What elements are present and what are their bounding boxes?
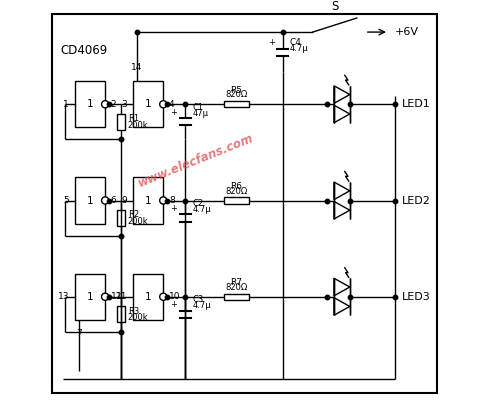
Text: R1: R1	[127, 114, 139, 123]
Text: +6V: +6V	[394, 27, 418, 37]
Text: 1: 1	[144, 99, 151, 109]
Text: 1: 1	[63, 100, 69, 109]
Text: C3: C3	[192, 296, 203, 304]
Bar	[224, 294, 248, 300]
Text: R5: R5	[230, 86, 242, 95]
Bar	[133, 81, 163, 128]
Text: R6: R6	[230, 182, 242, 191]
Text: 10: 10	[168, 292, 180, 301]
Text: 13: 13	[58, 292, 69, 301]
Text: 1: 1	[87, 292, 93, 302]
Text: LED2: LED2	[401, 196, 430, 205]
Circle shape	[102, 293, 108, 300]
Text: +: +	[170, 108, 177, 117]
Circle shape	[102, 101, 108, 108]
Text: C1: C1	[192, 103, 203, 112]
Bar	[75, 273, 105, 320]
Circle shape	[160, 101, 166, 108]
Text: 6: 6	[111, 196, 116, 205]
Text: 200k: 200k	[127, 121, 148, 130]
Text: +: +	[170, 204, 177, 213]
Text: 9: 9	[121, 196, 127, 205]
Text: +: +	[170, 300, 177, 310]
Text: 2: 2	[111, 100, 116, 109]
Text: 4.7μ: 4.7μ	[192, 301, 211, 310]
Bar	[224, 101, 248, 107]
Circle shape	[160, 293, 166, 300]
Text: 7: 7	[76, 329, 82, 338]
Text: +: +	[267, 38, 274, 47]
Text: 47μ: 47μ	[192, 109, 208, 117]
Text: 12: 12	[111, 292, 122, 301]
Text: 5: 5	[63, 196, 69, 205]
Bar	[117, 306, 124, 322]
Text: 200k: 200k	[127, 313, 148, 322]
Text: 3: 3	[121, 100, 127, 109]
Text: LED1: LED1	[401, 99, 430, 109]
Text: www.elecfans.com: www.elecfans.com	[136, 131, 256, 190]
Text: 4.7μ: 4.7μ	[192, 205, 211, 214]
Text: 4: 4	[168, 100, 174, 109]
Text: LED3: LED3	[401, 292, 430, 302]
Text: 1: 1	[87, 196, 93, 205]
Circle shape	[160, 197, 166, 204]
Text: C2: C2	[192, 199, 203, 208]
Bar	[224, 197, 248, 204]
Text: 4.7μ: 4.7μ	[289, 45, 308, 53]
Text: 200k: 200k	[127, 217, 148, 226]
Text: 820Ω: 820Ω	[225, 283, 247, 292]
Text: 820Ω: 820Ω	[225, 91, 247, 99]
Text: 1: 1	[144, 196, 151, 205]
Text: 820Ω: 820Ω	[225, 187, 247, 196]
Text: 14: 14	[130, 63, 142, 72]
Text: R7: R7	[230, 278, 242, 287]
Text: 8: 8	[168, 196, 174, 205]
Bar	[133, 273, 163, 320]
Text: R3: R3	[127, 307, 139, 316]
Bar	[117, 210, 124, 226]
Text: 11: 11	[116, 292, 127, 301]
Bar	[75, 81, 105, 128]
Text: R2: R2	[127, 211, 139, 219]
Text: C4: C4	[289, 38, 301, 47]
Bar	[117, 114, 124, 130]
Text: 1: 1	[87, 99, 93, 109]
Bar	[133, 177, 163, 224]
Bar	[75, 177, 105, 224]
Text: 1: 1	[144, 292, 151, 302]
Text: CD4069: CD4069	[60, 44, 107, 57]
Text: S: S	[330, 0, 338, 13]
Circle shape	[102, 197, 108, 204]
